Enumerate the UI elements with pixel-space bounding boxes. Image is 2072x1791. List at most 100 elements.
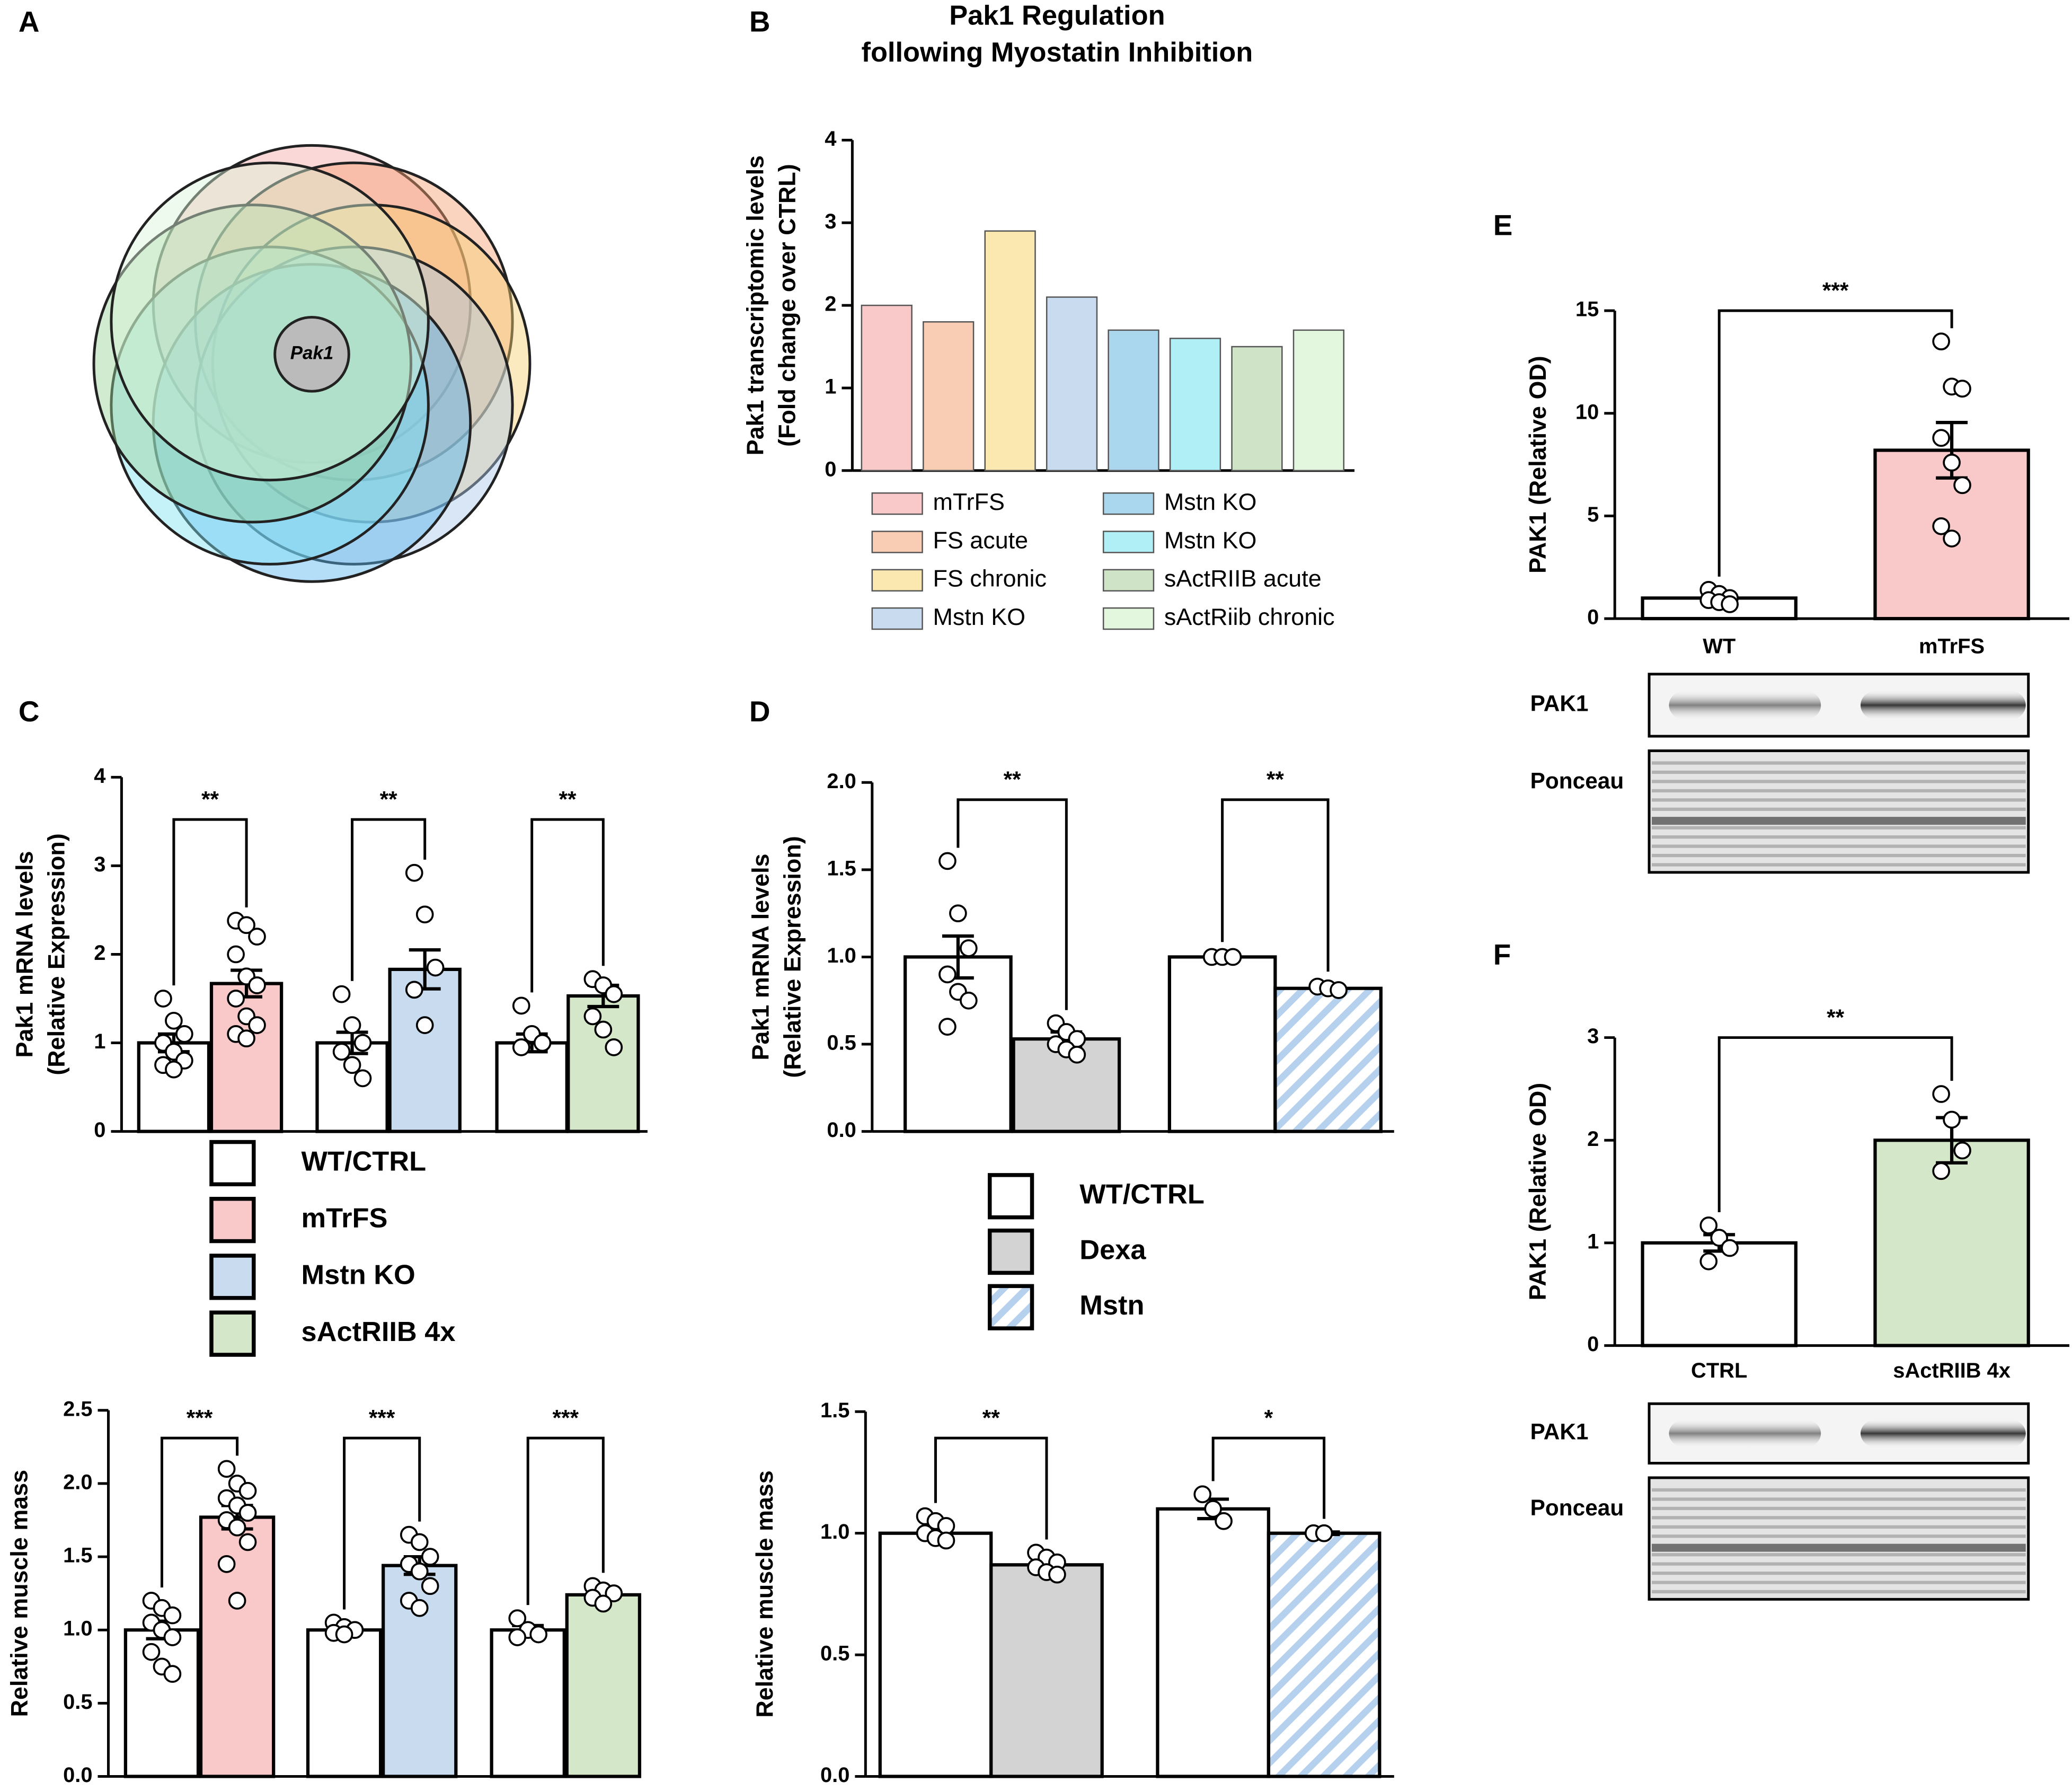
data-point bbox=[605, 1584, 623, 1602]
y-tick-label: 0.5 bbox=[827, 1031, 856, 1055]
bar bbox=[1273, 986, 1383, 1133]
y-tick-label: 0 bbox=[1587, 606, 1599, 629]
legend-label: sActRiib chronic bbox=[1164, 603, 1335, 630]
venn-circle bbox=[194, 161, 514, 482]
data-point bbox=[1224, 948, 1242, 966]
panel-letter: A bbox=[19, 5, 40, 38]
data-point bbox=[949, 904, 967, 922]
ponceau-band bbox=[1652, 1497, 2026, 1501]
data-point bbox=[512, 1038, 530, 1056]
y-tick-label: 2 bbox=[94, 941, 105, 965]
significance-label: ** bbox=[982, 1405, 1000, 1430]
ponceau-band bbox=[1652, 1553, 2026, 1557]
data-point bbox=[1721, 1239, 1739, 1257]
significance-label: ** bbox=[1004, 767, 1021, 792]
ponceau-band bbox=[1652, 1590, 2026, 1594]
venn-circle bbox=[194, 245, 514, 566]
blot-box bbox=[1648, 1476, 2030, 1601]
y-tick-label: 0.0 bbox=[827, 1118, 856, 1142]
data-point bbox=[343, 1016, 361, 1034]
legend-label: Mstn KO bbox=[1164, 526, 1257, 553]
data-point bbox=[238, 1504, 257, 1522]
data-point bbox=[410, 1599, 429, 1617]
significance-bracket bbox=[160, 1436, 239, 1588]
ponceau-band bbox=[1652, 789, 2026, 792]
data-point bbox=[512, 996, 530, 1015]
data-point bbox=[937, 1531, 955, 1550]
panel-letter: F bbox=[1493, 938, 1511, 971]
chart-title: following Myostatin Inhibition bbox=[862, 37, 1253, 68]
y-axis-label: (Relative Expression) bbox=[43, 833, 70, 1075]
y-tick-label: 4 bbox=[94, 764, 105, 788]
data-point bbox=[238, 1533, 257, 1551]
y-tick-label: 1 bbox=[825, 375, 836, 398]
legend-swatch bbox=[987, 1284, 1034, 1330]
data-point bbox=[1710, 1229, 1729, 1247]
y-tick-label: 10 bbox=[1575, 400, 1599, 424]
chart-title: Pak1 Regulation bbox=[949, 0, 1165, 31]
data-point bbox=[508, 1609, 527, 1627]
data-point bbox=[421, 1577, 439, 1595]
blot-label: PAK1 bbox=[1530, 1419, 1589, 1444]
legend-label: WT/CTRL bbox=[302, 1146, 427, 1177]
data-point bbox=[410, 1533, 429, 1551]
data-point bbox=[165, 1011, 183, 1030]
bar bbox=[1167, 955, 1277, 1133]
data-point bbox=[1699, 1252, 1718, 1271]
y-axis-label: Relative muscle mass bbox=[6, 1470, 33, 1717]
data-point bbox=[163, 1665, 182, 1683]
data-point bbox=[1204, 1499, 1222, 1518]
y-tick-label: 2.0 bbox=[63, 1470, 92, 1494]
y-tick-label: 2.5 bbox=[63, 1397, 92, 1421]
ponceau-band bbox=[1652, 1581, 2026, 1584]
blot-band bbox=[1861, 1418, 2026, 1449]
data-point bbox=[405, 863, 423, 882]
legend-swatch bbox=[1102, 607, 1155, 630]
data-point bbox=[1068, 1045, 1086, 1064]
data-point bbox=[248, 1016, 266, 1034]
data-point bbox=[1953, 1141, 1971, 1160]
y-tick-label: 0 bbox=[825, 457, 836, 481]
data-point bbox=[335, 1625, 353, 1644]
venn-diagram: Pak1 bbox=[92, 144, 532, 583]
data-point bbox=[410, 1562, 429, 1581]
y-axis-label: PAK1 (Relative OD) bbox=[1524, 356, 1551, 574]
legend-label: Mstn KO bbox=[302, 1260, 415, 1291]
legend-label: mTrFS bbox=[302, 1203, 388, 1234]
data-point bbox=[332, 985, 351, 1003]
ponceau-band bbox=[1652, 826, 2026, 830]
data-point bbox=[1721, 595, 1739, 613]
blot-label: Ponceau bbox=[1530, 1495, 1624, 1520]
ponceau-band bbox=[1652, 844, 2026, 848]
venn-center bbox=[273, 316, 350, 393]
bar bbox=[209, 982, 284, 1133]
data-point bbox=[1048, 1565, 1066, 1584]
bar bbox=[382, 1564, 458, 1778]
data-point bbox=[1215, 1512, 1233, 1530]
y-tick-label: 1.0 bbox=[827, 944, 856, 967]
ponceau-band bbox=[1652, 798, 2026, 802]
significance-label: ** bbox=[380, 787, 397, 811]
data-point bbox=[1943, 530, 1961, 548]
ponceau-band bbox=[1652, 835, 2026, 839]
ponceau-band bbox=[1652, 761, 2026, 765]
data-point bbox=[405, 981, 423, 999]
data-point bbox=[594, 1020, 613, 1039]
ponceau-band bbox=[1652, 807, 2026, 811]
legend-label: FS acute bbox=[933, 526, 1028, 553]
data-point bbox=[1932, 332, 1950, 351]
data-point bbox=[508, 1628, 527, 1646]
bar bbox=[1641, 1241, 1797, 1347]
data-point bbox=[1193, 1485, 1212, 1504]
data-point bbox=[1943, 453, 1961, 472]
significance-bracket bbox=[351, 818, 427, 981]
significance-label: *** bbox=[369, 1405, 395, 1430]
significance-bracket bbox=[526, 1436, 605, 1605]
bar bbox=[490, 1628, 566, 1778]
y-axis-label: Pak1 mRNA levels bbox=[11, 851, 38, 1057]
legend-swatch bbox=[209, 1197, 256, 1243]
panel-letter: D bbox=[749, 695, 771, 728]
legend-label: Mstn bbox=[1079, 1290, 1144, 1321]
data-point bbox=[1953, 476, 1971, 495]
data-point bbox=[959, 939, 978, 957]
